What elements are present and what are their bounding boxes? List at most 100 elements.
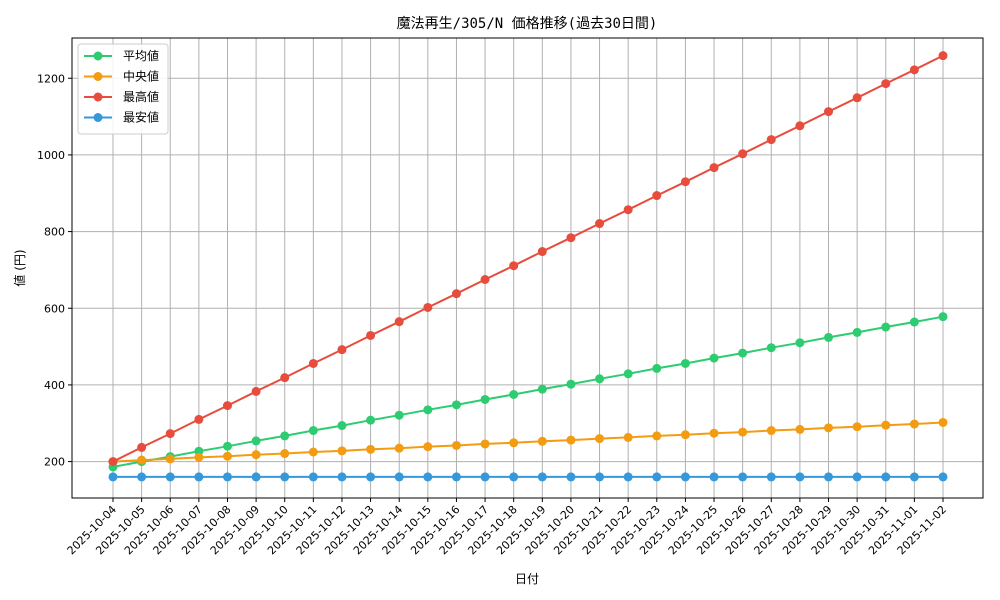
series-1 <box>108 417 948 467</box>
data-point <box>881 420 891 430</box>
plot-frame <box>71 37 984 499</box>
data-point <box>824 423 834 433</box>
data-point <box>738 348 748 358</box>
y-tick-label: 1200 <box>37 72 65 85</box>
data-point <box>595 219 605 229</box>
y-tick-label: 1000 <box>37 149 65 162</box>
data-point <box>909 472 919 482</box>
x-axis-label: 日付 <box>515 572 539 586</box>
series-line <box>112 421 944 463</box>
data-point <box>738 472 748 482</box>
data-point <box>566 435 576 445</box>
data-point <box>451 400 461 410</box>
data-point <box>537 436 547 446</box>
legend-label: 中央値 <box>123 69 159 84</box>
data-point <box>222 451 232 461</box>
data-point <box>795 121 805 131</box>
data-point <box>509 390 519 399</box>
x-axis: 2025-10-042025-10-052025-10-062025-10-07… <box>65 498 949 557</box>
data-point <box>909 65 919 75</box>
data-point <box>738 427 748 437</box>
series-layer <box>108 51 948 482</box>
data-point <box>108 472 118 482</box>
data-point <box>566 379 576 389</box>
data-point <box>852 472 862 482</box>
data-point <box>308 447 318 457</box>
data-point <box>652 191 662 201</box>
data-point <box>394 317 404 327</box>
data-point <box>566 233 576 243</box>
data-point <box>537 247 547 257</box>
data-point <box>509 472 519 482</box>
chart-title: 魔法再生/305/N 価格推移(過去30日間) <box>397 16 658 32</box>
data-point <box>566 472 576 482</box>
data-point <box>194 414 204 424</box>
y-tick-label: 400 <box>44 379 65 392</box>
data-point <box>366 415 376 425</box>
data-point <box>308 358 318 368</box>
data-point <box>480 394 490 404</box>
y-tick-label: 800 <box>44 226 65 239</box>
data-point <box>451 289 461 299</box>
data-point <box>480 439 490 449</box>
data-point <box>222 401 232 411</box>
data-point <box>194 472 204 482</box>
data-point <box>909 317 919 327</box>
data-point <box>394 443 404 453</box>
legend-label: 最安値 <box>123 110 159 125</box>
data-point <box>766 135 776 145</box>
data-point <box>509 261 519 271</box>
legend-label: 平均値 <box>123 48 159 63</box>
data-point <box>308 426 318 436</box>
data-point <box>852 93 862 103</box>
data-point <box>108 457 118 467</box>
data-point <box>652 363 662 373</box>
data-point <box>938 312 948 322</box>
data-point <box>423 472 433 482</box>
data-point <box>595 472 605 482</box>
data-point <box>938 417 948 427</box>
series-line <box>112 315 944 468</box>
legend-swatch-marker <box>93 92 103 102</box>
data-point <box>709 163 719 173</box>
data-point <box>881 322 891 332</box>
data-point <box>623 472 633 482</box>
data-point <box>165 472 175 482</box>
data-point <box>824 332 834 342</box>
data-point <box>280 449 290 459</box>
data-point <box>280 472 290 482</box>
data-point <box>652 472 662 482</box>
data-point <box>766 343 776 353</box>
legend-swatch-marker <box>93 72 103 81</box>
data-point <box>738 149 748 159</box>
data-point <box>852 422 862 432</box>
data-point <box>824 107 834 117</box>
data-point <box>595 374 605 384</box>
legend-box <box>77 43 169 135</box>
data-point <box>165 429 175 439</box>
data-point <box>451 440 461 450</box>
data-point <box>766 426 776 436</box>
data-point <box>680 177 690 187</box>
data-point <box>795 472 805 482</box>
data-point <box>251 386 261 396</box>
data-point <box>652 431 662 441</box>
data-point <box>766 472 776 482</box>
data-point <box>366 472 376 482</box>
data-point <box>480 472 490 482</box>
series-2 <box>108 51 948 467</box>
data-point <box>537 472 547 482</box>
legend-label: 最高値 <box>123 89 159 104</box>
data-point <box>795 338 805 348</box>
data-point <box>366 444 376 454</box>
data-point <box>480 275 490 284</box>
data-point <box>938 51 948 61</box>
data-point <box>394 410 404 420</box>
data-point <box>623 432 633 442</box>
y-tick-label: 200 <box>44 456 65 469</box>
data-point <box>137 472 147 482</box>
data-point <box>394 472 404 482</box>
data-point <box>537 384 547 394</box>
data-point <box>824 472 834 482</box>
